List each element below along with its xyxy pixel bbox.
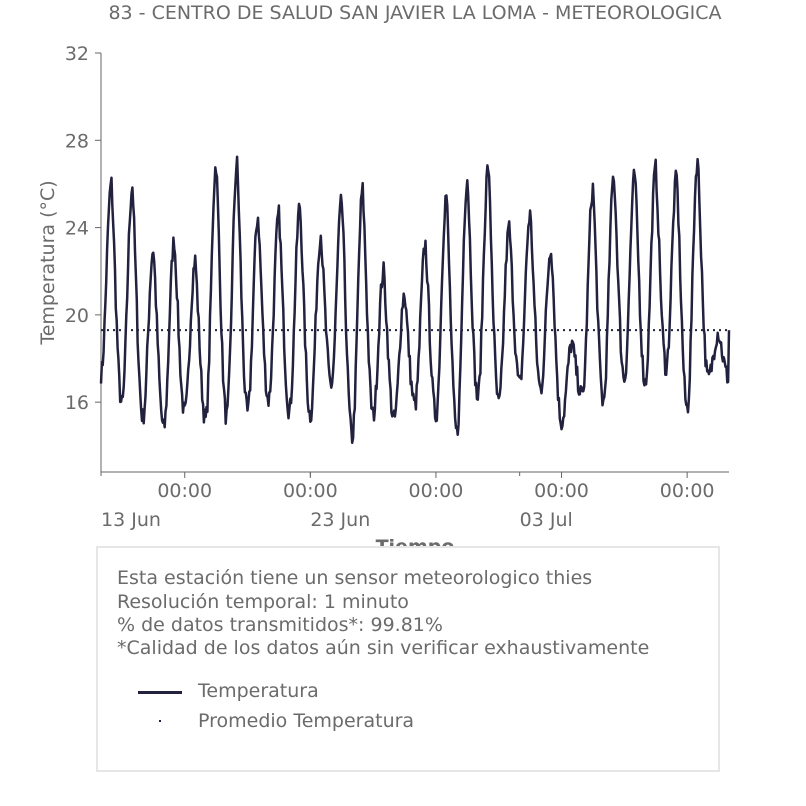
info-transmitted: % de datos transmitidos*: 99.81% bbox=[117, 614, 443, 636]
y-tick-label: 16 bbox=[65, 392, 89, 414]
x-date-label: 03 Jul bbox=[520, 509, 573, 531]
y-tick-label: 32 bbox=[65, 43, 89, 65]
y-tick-label: 28 bbox=[65, 130, 89, 152]
info-quality-note: *Calidad de los datos aún sin verificar … bbox=[117, 637, 650, 659]
legend-label: Temperatura bbox=[198, 680, 319, 702]
x-tick-label: 00:00 bbox=[409, 480, 464, 502]
series-line-temperatura bbox=[99, 155, 731, 445]
x-date-label: 23 Jun bbox=[310, 509, 370, 531]
station-info-box: Esta estación tiene un sensor meteorolog… bbox=[96, 546, 720, 772]
chart-series bbox=[99, 155, 731, 445]
x-tick-label: 00:00 bbox=[660, 480, 715, 502]
y-axis-title: Temperatura (°C) bbox=[37, 180, 59, 345]
x-date-label: 13 Jun bbox=[101, 509, 161, 531]
info-sensor: Esta estación tiene un sensor meteorolog… bbox=[117, 567, 593, 589]
legend-label: Promedio Temperatura bbox=[198, 710, 415, 732]
chart-title: 83 - CENTRO DE SALUD SAN JAVIER LA LOMA … bbox=[108, 2, 722, 24]
y-tick-label: 24 bbox=[65, 218, 89, 240]
chart-axes bbox=[95, 52, 729, 478]
legend-dot-swatch bbox=[159, 720, 161, 722]
x-tick-label: 00:00 bbox=[283, 480, 338, 502]
x-tick-label: 00:00 bbox=[534, 480, 589, 502]
temperature-chart: 16 20 24 28 32 00:00 00:00 00:00 00:00 00:00 13 Ju… bbox=[37, 43, 731, 558]
info-resolution: Resolución temporal: 1 minuto bbox=[117, 591, 409, 613]
legend-line-swatch bbox=[138, 691, 182, 694]
y-tick-label: 20 bbox=[65, 305, 89, 327]
x-tick-label: 00:00 bbox=[157, 480, 212, 502]
chart-labels: 16 20 24 28 32 00:00 00:00 00:00 00:00 00:00 13 Ju… bbox=[37, 43, 715, 558]
